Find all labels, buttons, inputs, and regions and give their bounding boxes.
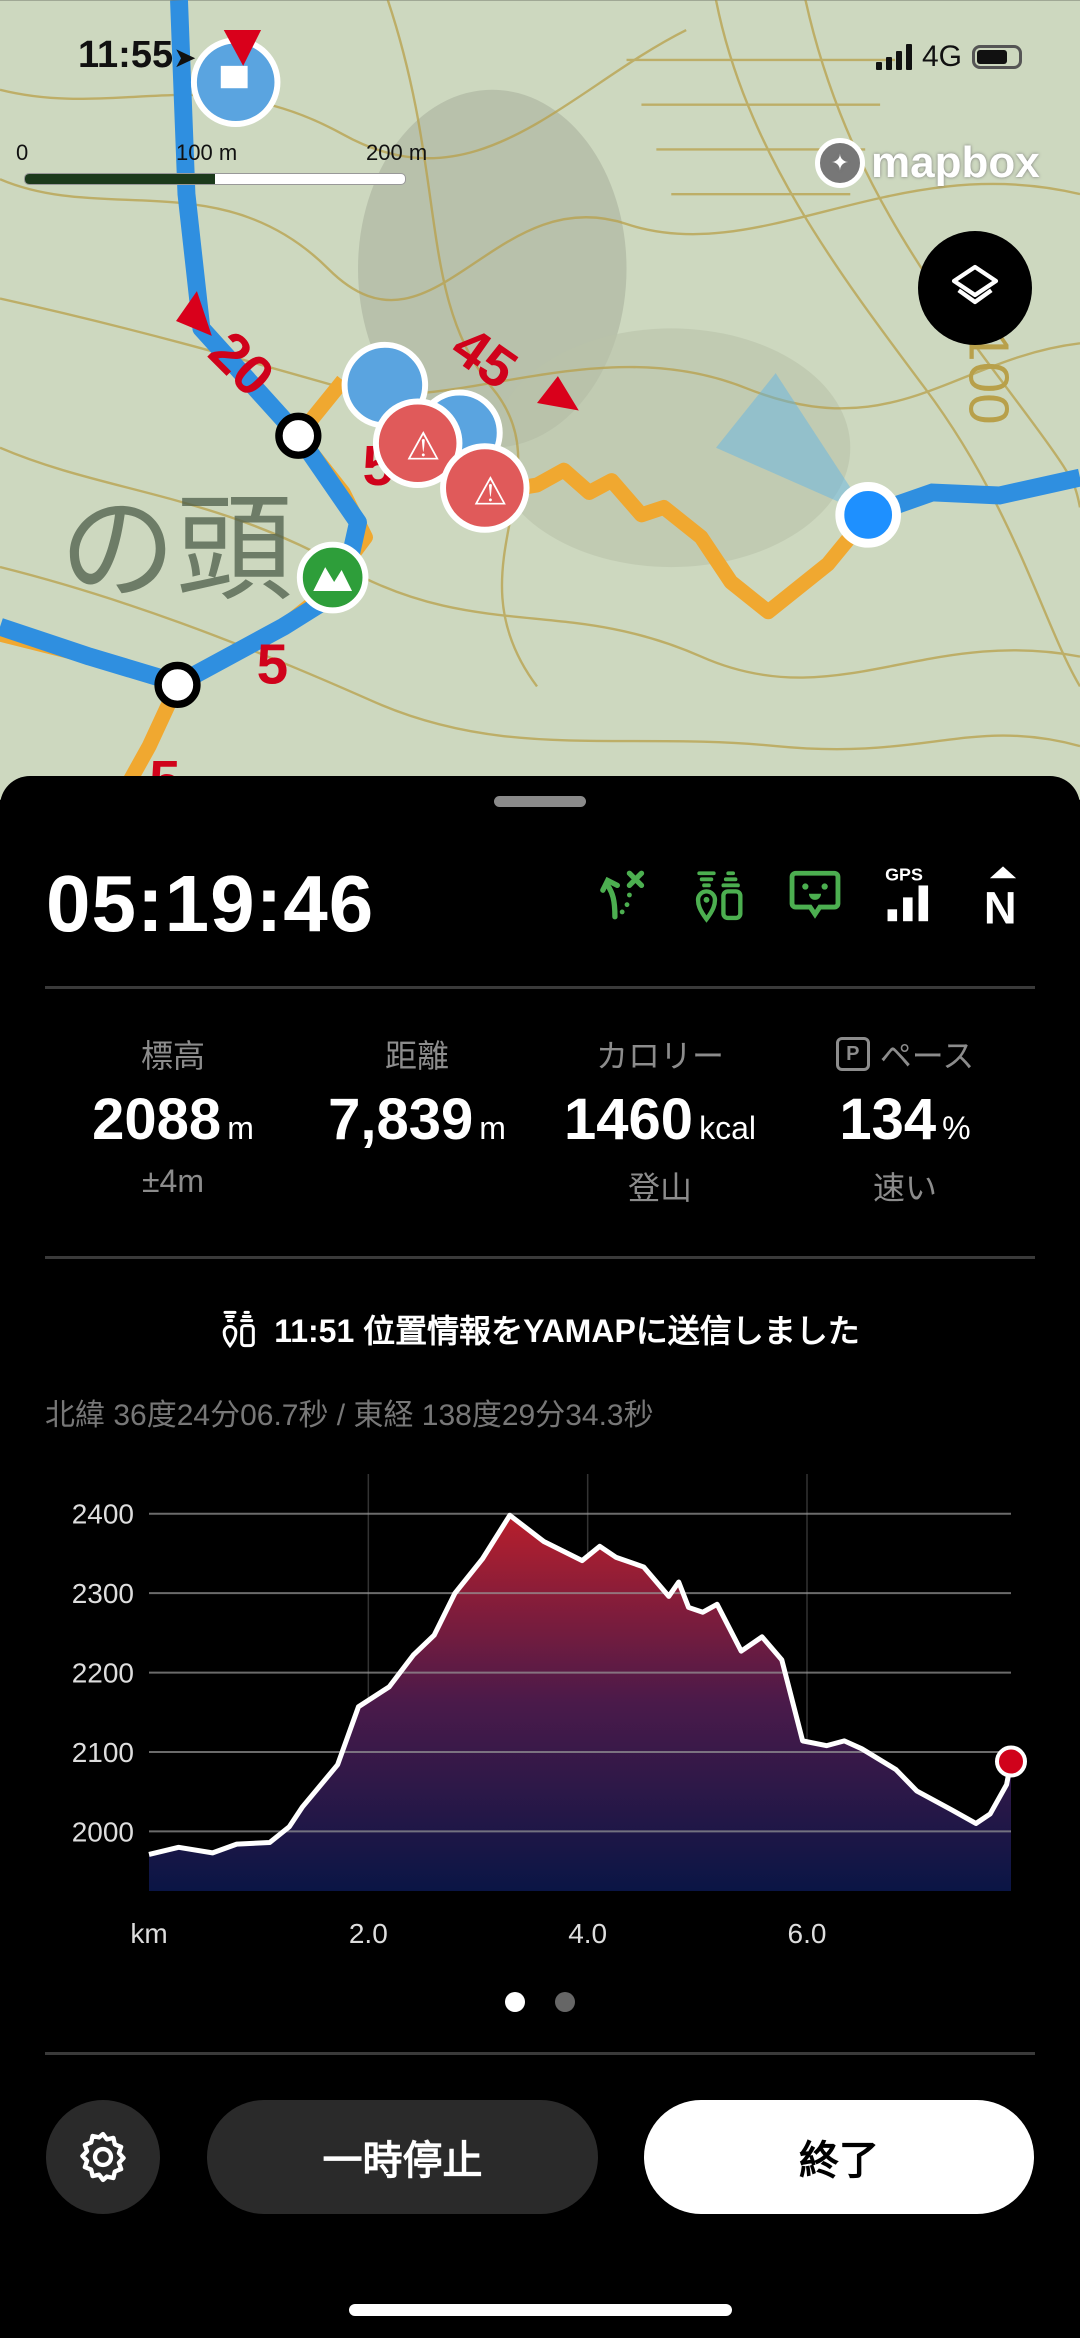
elevation-area: [149, 1515, 1011, 1891]
battery-icon: [972, 45, 1022, 69]
stat-value: 2088: [92, 1087, 222, 1152]
settings-button[interactable]: [46, 2100, 160, 2214]
status-icons: GPS N: [596, 864, 1034, 926]
x-tick-label: 6.0: [788, 1918, 827, 1946]
home-indicator[interactable]: [349, 2304, 732, 2316]
y-tick-label: 2000: [72, 1816, 134, 1847]
activity-panel: 05:19:46 GPS N 標高 2088 m ±4m 距離 7,839 m カロ…: [0, 776, 1080, 2338]
mapbox-wordmark: mapbox: [871, 138, 1040, 187]
pause-button[interactable]: 一時停止: [207, 2100, 598, 2214]
warning-icon: ⚠: [473, 470, 508, 513]
current-location-dot: [835, 482, 901, 548]
elevation-line: [148, 1512, 1014, 1857]
warning-marker[interactable]: [372, 398, 463, 489]
stat-unit: m: [227, 1110, 254, 1146]
map-layers-button[interactable]: [918, 231, 1032, 345]
direction-triangle-icon: [176, 291, 212, 336]
waypoint-node[interactable]: [275, 412, 322, 459]
stat-label: ペース: [879, 1038, 975, 1074]
stat-unit: m: [479, 1110, 506, 1146]
stat-sub: 登山: [627, 1170, 692, 1206]
divider: [45, 986, 1035, 989]
location-share-icon[interactable]: [690, 864, 752, 926]
x-tick-label: 4.0: [568, 1918, 607, 1946]
page-indicator: [505, 1992, 575, 2012]
planned-route-east: [865, 468, 1080, 524]
map-scale-bar: [24, 173, 406, 185]
divider: [45, 2052, 1035, 2055]
status-indicators: 4G: [875, 40, 1022, 74]
heading-cone: [716, 373, 869, 515]
y-tick-label: 2200: [72, 1658, 134, 1689]
stat-elevation: 標高 2088 m ±4m: [53, 1034, 293, 1203]
direction-triangle-icon: [223, 30, 262, 66]
drag-handle[interactable]: [494, 796, 586, 807]
route-off-icon[interactable]: [596, 864, 658, 926]
stat-unit: %: [942, 1110, 971, 1146]
page-dot[interactable]: [555, 1992, 575, 2012]
elevation-chart: 2.0 4.0 6.0 km 2000 2100 2200 2300 2400: [72, 1474, 1027, 1946]
scale-label: 100 m: [176, 140, 238, 165]
stat-label: カロリー: [595, 1038, 724, 1074]
stat-calories: カロリー 1460 kcal 登山: [540, 1034, 780, 1206]
network-type: 4G: [921, 40, 962, 73]
chat-face-icon[interactable]: [784, 864, 846, 926]
stat-unit: kcal: [699, 1110, 756, 1146]
map-place-label: の頭: [60, 482, 293, 617]
location-share-icon: [222, 1310, 256, 1349]
y-tick-label: 2100: [72, 1737, 134, 1768]
waypoint-node[interactable]: [154, 661, 201, 709]
topo-map[interactable]: の頭 2100 20 45 5 5 5 ⚠ ⚠: [0, 0, 1080, 813]
gps-signal-icon[interactable]: GPS: [878, 864, 940, 926]
summit-marker[interactable]: [296, 541, 369, 614]
y-tick-label: 2300: [72, 1578, 134, 1609]
gear-icon: [80, 2131, 126, 2183]
gps-label: GPS: [885, 865, 923, 885]
location-arrow-icon: ➤: [173, 42, 197, 73]
map-view[interactable]: の頭 2100 20 45 5 5 5 ⚠ ⚠ 11:55➤: [0, 0, 1080, 813]
stat-sub: ±4m: [141, 1163, 204, 1199]
mountain-icon: [313, 567, 353, 591]
layers-icon: [951, 264, 999, 305]
sent-message-text: 11:51 位置情報をYAMAPに送信しました: [274, 1313, 860, 1349]
x-axis-label: km: [130, 1918, 167, 1946]
end-button[interactable]: 終了: [644, 2100, 1034, 2214]
stat-sub: 速い: [872, 1170, 937, 1206]
stat-value: 134: [839, 1087, 937, 1152]
stat-label: 距離: [384, 1038, 449, 1074]
stat-value: 1460: [564, 1087, 694, 1152]
y-tick-label: 2400: [72, 1499, 134, 1530]
location-sent-message: 11:51 位置情報をYAMAPに送信しました: [0, 1306, 1080, 1352]
warning-icon: ⚠: [406, 426, 441, 469]
coordinates: 北緯 36度24分06.7秒 / 東経 138度29分34.3秒: [45, 1399, 654, 1432]
mapbox-logo-icon: ✦: [815, 138, 865, 188]
scale-label: 0: [16, 140, 29, 165]
current-position-marker: [995, 1745, 1027, 1778]
stat-distance: 距離 7,839 m: [297, 1034, 537, 1203]
stat-sub: [297, 1163, 537, 1203]
north-label: N: [984, 883, 1017, 926]
page-dot-active[interactable]: [505, 1992, 525, 2012]
pace-badge-icon: P: [835, 1037, 870, 1071]
direction-triangle-icon: [537, 376, 579, 411]
route-time-label: 5: [257, 633, 289, 696]
divider: [45, 1256, 1035, 1259]
stat-pace[interactable]: P ペース 134% 速い: [785, 1034, 1025, 1206]
mapbox-attribution[interactable]: ✦ mapbox: [815, 138, 1040, 188]
scale-label: 200 m: [366, 140, 428, 165]
stat-value: 7,839: [328, 1087, 474, 1152]
map-scale-labels: 0 100 m 200 m: [16, 140, 456, 170]
warning-marker[interactable]: [440, 443, 530, 533]
status-time: 11:55➤: [78, 34, 197, 76]
cellular-signal-icon: [875, 44, 912, 70]
stat-label: 標高: [140, 1038, 205, 1074]
elapsed-time: 05:19:46: [46, 859, 375, 948]
north-up-icon[interactable]: N: [972, 864, 1034, 926]
x-tick-label: 2.0: [349, 1918, 388, 1946]
